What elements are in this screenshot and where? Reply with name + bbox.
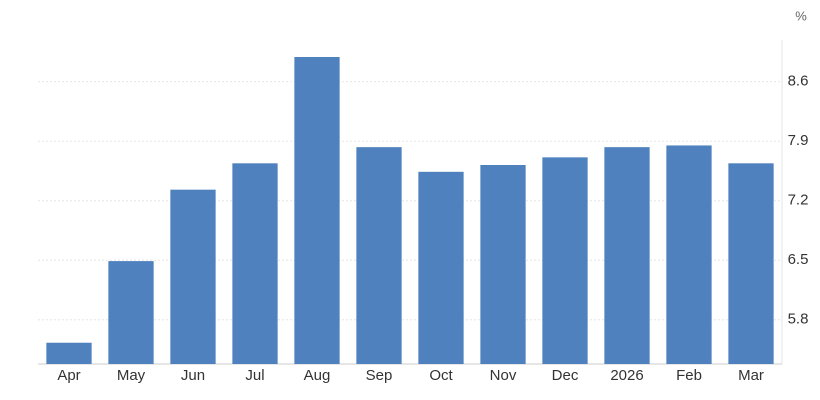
y-tick-label: 8.6: [788, 73, 809, 90]
x-tick-label: Aug: [304, 367, 331, 384]
unit-label: %: [795, 8, 807, 23]
bar: [480, 165, 526, 364]
bar: [542, 157, 588, 364]
y-tick-label: 6.5: [788, 251, 809, 268]
x-tick-label: Feb: [676, 367, 702, 384]
x-tick-label: 2026: [610, 367, 643, 384]
bar: [46, 342, 92, 364]
bar: [108, 261, 154, 364]
x-tick-label: Sep: [366, 367, 393, 384]
bar: [356, 147, 402, 364]
y-tick-label: 7.9: [788, 132, 809, 149]
x-tick-label: May: [117, 367, 146, 384]
x-tick-label: Jul: [245, 367, 264, 384]
bar: [666, 145, 712, 364]
x-tick-label: Apr: [57, 367, 80, 384]
x-tick-label: Dec: [552, 367, 579, 384]
x-tick-label: Nov: [490, 367, 517, 384]
bar: [418, 171, 464, 364]
x-tick-label: Jun: [181, 367, 205, 384]
x-tick-label: Mar: [738, 367, 764, 384]
bar: [728, 163, 774, 364]
bar: [170, 189, 216, 364]
x-tick-label: Oct: [429, 367, 453, 384]
y-tick-label: 5.8: [788, 311, 809, 328]
y-tick-label: 7.2: [788, 192, 809, 209]
bar: [604, 147, 650, 364]
bar: [294, 57, 340, 364]
bar: [232, 163, 278, 364]
